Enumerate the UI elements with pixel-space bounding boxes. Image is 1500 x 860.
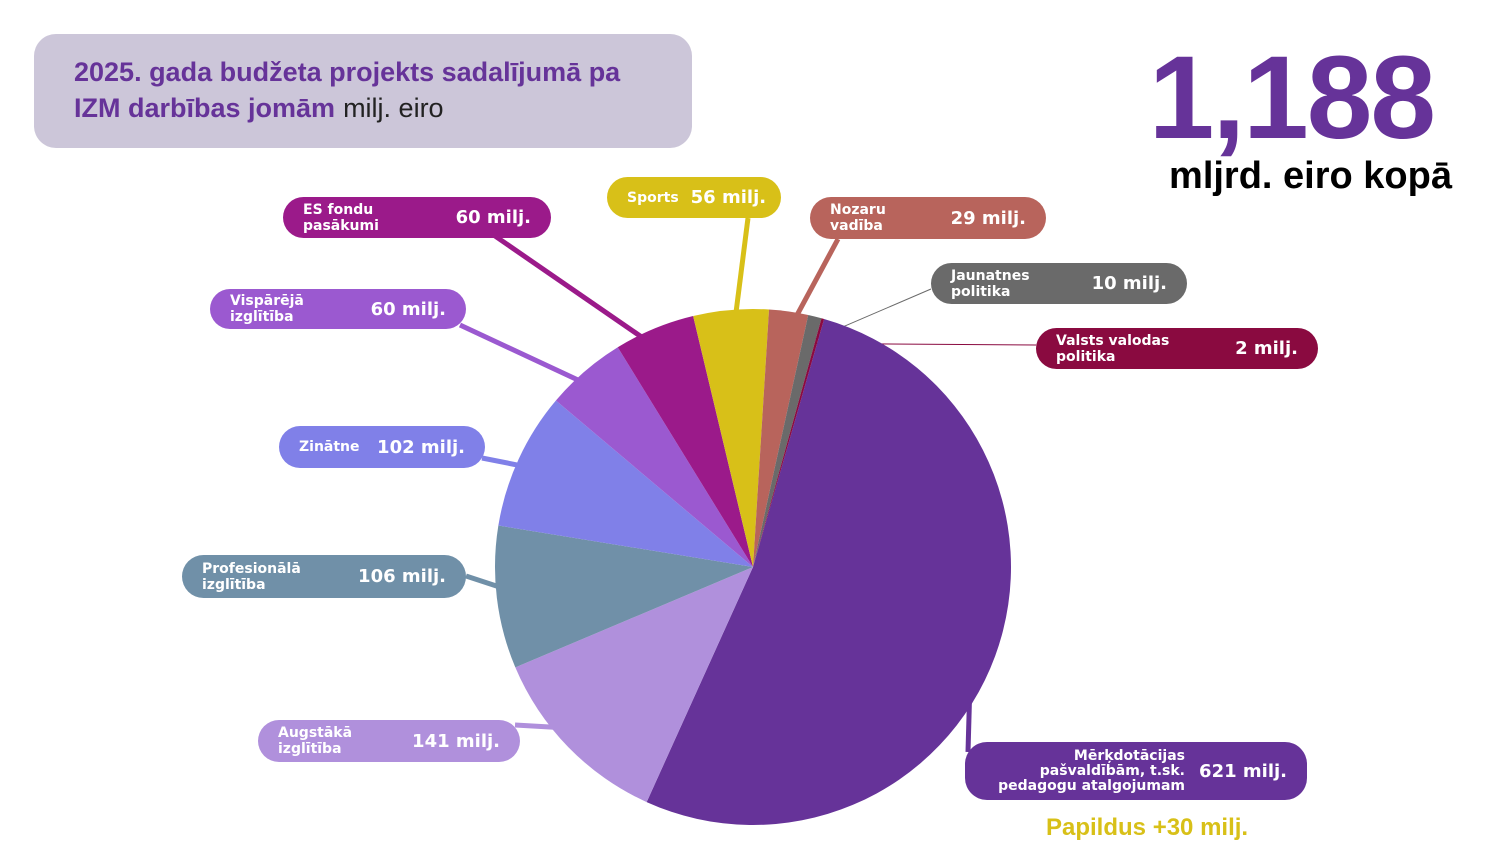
value-label: 2 milj. <box>1235 338 1298 359</box>
total-caption: mljrd. eiro kopā <box>1169 155 1452 197</box>
category-label: Jaunatnes politika <box>951 267 1030 300</box>
pie-slice <box>753 318 825 567</box>
label-pill: Valsts valodas politika 2 milj. <box>1036 328 1318 369</box>
value-label: 10 milj. <box>1091 273 1167 294</box>
pie-slice <box>753 309 809 567</box>
pie-slice <box>693 309 770 567</box>
pie-slice <box>498 400 753 567</box>
category-label: Vispārējā izglītība <box>230 293 304 325</box>
category-label: Valsts valodas politika <box>1056 332 1170 365</box>
category-label: Sports <box>627 189 679 206</box>
value-label: 60 milj. <box>455 207 531 228</box>
pie-slice <box>617 316 753 567</box>
label-pill: Profesionālā izglītība 106 milj. <box>182 555 466 598</box>
label-pill: Augstākā izglītība 141 milj. <box>258 720 520 762</box>
chart-title: 2025. gada budžeta projekts sadalījumā p… <box>74 57 621 123</box>
value-label: 102 milj. <box>377 436 465 458</box>
label-pill: Mērķdotācijas pašvaldībām, t.sk. pedagog… <box>965 742 1307 800</box>
category-label: Nozaru vadība <box>830 202 886 234</box>
value-label: 621 milj. <box>1199 760 1287 782</box>
chart-title-wrap: 2025. gada budžeta projekts sadalījumā p… <box>74 54 674 126</box>
pie-slice <box>646 318 1011 825</box>
value-label: 141 milj. <box>412 730 500 752</box>
value-label: 56 milj. <box>690 187 767 208</box>
label-pill: Jaunatnes politika 10 milj. <box>931 263 1187 304</box>
label-pill: ES fondu pasākumi 60 milj. <box>283 197 551 238</box>
leader-line <box>493 233 666 355</box>
pie-slice <box>495 525 753 668</box>
category-label: Profesionālā izglītība <box>202 560 301 593</box>
value-label: 106 milj. <box>358 566 446 587</box>
unit-label: milj. eiro <box>343 93 444 123</box>
pie-slice <box>753 314 822 567</box>
pie-slice <box>555 347 753 567</box>
label-pill: Zinātne 102 milj. <box>279 426 485 468</box>
category-label: Mērķdotācijas pašvaldībām, t.sk. pedagog… <box>998 747 1185 794</box>
category-label: ES fondu pasākumi <box>303 201 379 234</box>
category-label: Zinātne <box>299 439 360 455</box>
label-pill: Vispārējā izglītība 60 milj. <box>210 289 466 329</box>
total-value: 1,188 <box>1148 32 1436 164</box>
category-label: Augstākā izglītība <box>278 725 353 757</box>
value-label: 60 milj. <box>370 298 446 320</box>
label-pill: Sports 56 milj. <box>607 177 781 218</box>
label-pill: Nozaru vadība 29 milj. <box>810 197 1046 239</box>
pie-slice <box>515 567 753 803</box>
title-box: 2025. gada budžeta projekts sadalījumā p… <box>34 34 692 148</box>
value-label: 29 milj. <box>950 207 1026 229</box>
annotation: Papildus +30 milj. <box>1046 814 1249 841</box>
